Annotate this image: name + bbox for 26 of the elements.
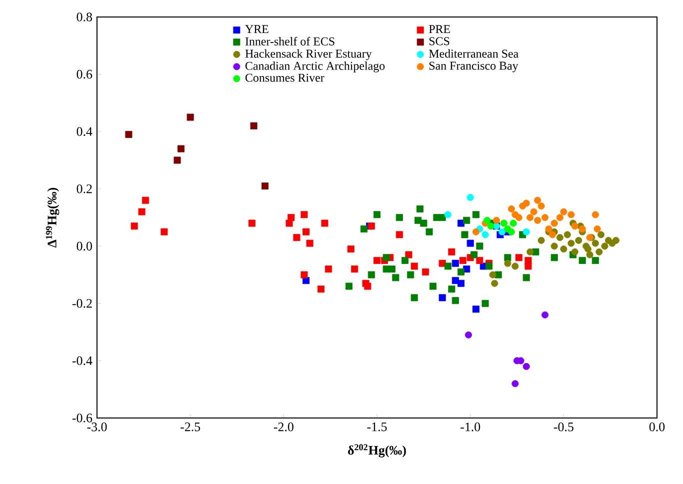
legend-label: Hackensack River Estuary <box>245 49 372 60</box>
y-tick-label: -0.2 <box>72 299 92 308</box>
y-tick-label: -0.4 <box>72 356 92 366</box>
legend-label: YRE <box>245 25 268 34</box>
x-tick-label: -1.5 <box>367 422 387 432</box>
y-axis-title: Δ$^{199}$Hg(‰) <box>46 188 60 248</box>
y-tick-label: 0.8 <box>76 12 92 22</box>
legend-label: San Francisco Bay <box>429 62 518 72</box>
legend-label: PRE <box>429 25 450 34</box>
legend-label: Canadian Arctic Archipelago <box>245 62 385 72</box>
x-tick-label: 0.0 <box>649 422 665 432</box>
y-tick-label: 0.0 <box>76 242 92 251</box>
legend-label: Consumes River <box>245 74 324 82</box>
x-tick-label: -1.0 <box>460 422 480 432</box>
y-tick-label: -0.6 <box>72 414 92 422</box>
x-axis-title: δ$^{202}$Hg(‰) <box>348 444 406 458</box>
y-tick-label: 0.6 <box>76 70 92 79</box>
x-tick-label: -3.0 <box>87 422 107 432</box>
legend-label: Inner-shelf of ECS <box>245 36 334 46</box>
x-tick-label: -2.0 <box>274 422 294 432</box>
y-tick-label: 0.4 <box>76 127 92 136</box>
x-tick-label: -0.5 <box>554 422 574 432</box>
y-tick-label: 0.2 <box>76 184 92 194</box>
legend-label: Mediterranean Sea <box>429 49 518 58</box>
legend-label: SCS <box>429 37 450 46</box>
x-tick-label: -2.5 <box>180 422 200 432</box>
